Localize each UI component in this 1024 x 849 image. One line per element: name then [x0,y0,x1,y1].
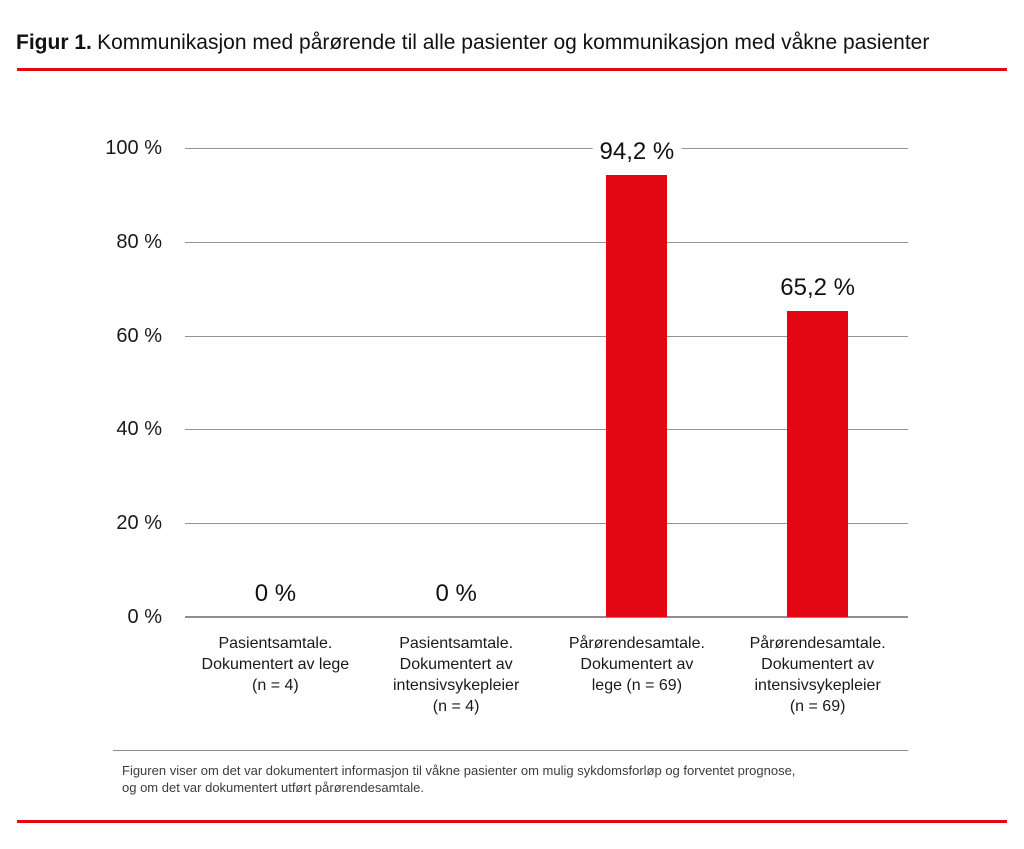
category-label-2: Pasientsamtale. Dokumentert av intensivsyk… [392,635,520,715]
y-axis-tick-label: 20 % [116,512,162,535]
bar-3 [606,175,668,617]
figure-caption: Figuren viser om det var dokumentert inf… [122,762,932,796]
gridline-40 [185,429,908,431]
value-label-2: 0 % [428,580,484,608]
bar-4 [787,311,849,617]
value-label-3: 94,2 % [592,138,682,167]
caption-line-2: og om det var dokumentert utført pårøren… [122,780,425,795]
value-label-1: 0 % [247,580,304,608]
y-axis-tick-label: 60 % [116,324,162,347]
figure-title: Figur 1. Kommunikasjon med pårørende til … [16,30,929,55]
y-axis-tick-label: 100 % [105,137,162,159]
y-axis-tick-label: 0 % [127,606,162,628]
category-axis: Pasientsamtale. Dokumentert av lege (n = 4… [185,633,908,717]
figure-title-text: Kommunikasjon med pårørende til alle pas… [97,31,930,54]
figure-number-label: Figur 1. [16,31,92,54]
title-rule [17,68,1007,71]
caption-line-1: Figuren viser om det var dokumentert inf… [122,763,796,778]
gridline-60 [185,335,908,337]
caption-divider [113,750,908,751]
category-label-3: Pårørendesamtale. Dokumentert av lege (n =… [568,635,705,694]
gridline-0 [185,616,908,618]
gridline-80 [185,241,908,243]
y-axis-tick-label: 80 % [116,230,162,253]
chart-plot-area: 0 % 20 % 40 % 60 % 80 % 100 % 0 % 0 % 94,2 % 65,2… [105,137,908,628]
gridline-100 [185,148,908,149]
bottom-rule [17,820,1007,823]
category-label-1: Pasientsamtale. Dokumentert av lege (n = 4… [201,635,350,694]
gridline-20 [185,523,908,525]
value-label-4: 65,2 % [773,274,862,303]
y-axis-tick-label: 40 % [116,418,162,441]
category-label-4: Pårørendesamtale. Dokumentert av intensivs… [749,635,886,715]
